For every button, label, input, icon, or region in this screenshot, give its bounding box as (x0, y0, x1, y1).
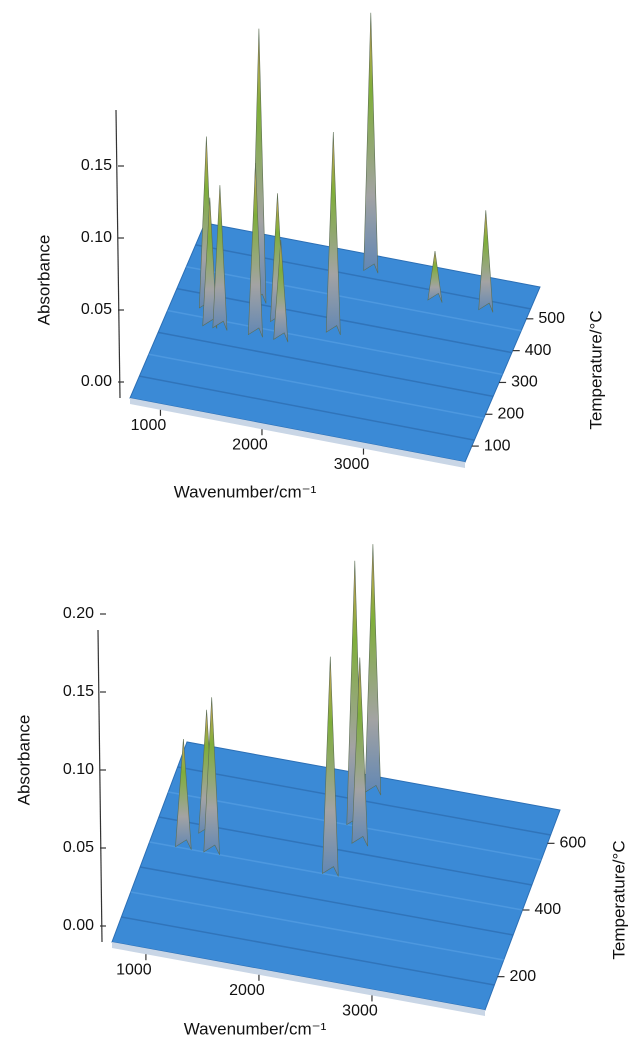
floor-texture (158, 816, 533, 886)
y-tick-label: 400 (525, 342, 552, 359)
x-tick-label: 3000 (342, 1003, 378, 1020)
z-tick-label: 0.00 (63, 917, 94, 934)
z-axis (97, 629, 103, 943)
z-axis (115, 109, 121, 399)
peak (322, 656, 339, 877)
x-axis-title: Wavenumber/cm⁻¹ (184, 1019, 327, 1038)
peak (478, 210, 494, 313)
x-tick-label: 2000 (232, 436, 268, 453)
x-tick-label: 2000 (229, 982, 265, 999)
y-tick-label: 600 (560, 835, 587, 852)
x-axis-title: Wavenumber/cm⁻¹ (174, 482, 317, 501)
floor-texture (148, 353, 484, 419)
floor-texture (139, 375, 475, 441)
z-tick-label: 0.20 (63, 605, 94, 622)
peak (351, 657, 368, 847)
z-axis-title: Absorbance (34, 235, 53, 326)
z-axis-title: Absorbance (14, 715, 33, 806)
peak (427, 250, 443, 303)
y-tick-label: 200 (510, 968, 537, 985)
z-tick-label: 0.15 (63, 683, 94, 700)
peak (212, 185, 228, 331)
y-tick-label: 400 (535, 901, 562, 918)
z-tick-label: 0.15 (81, 157, 112, 174)
floor-texture (139, 866, 514, 936)
y-axis-title: Temperature/°C (609, 840, 628, 959)
y-tick-label: 500 (538, 310, 565, 327)
peak (247, 163, 263, 338)
peak (203, 697, 220, 855)
floor-texture (121, 916, 495, 986)
panel: 0.00 0.05 0.10 0.15 0.20 1000 2000 3000 200 400 60… (14, 544, 628, 1038)
peak (175, 738, 192, 850)
y-axis-title: Temperature/°C (586, 310, 605, 429)
y-tick-label: 100 (484, 437, 511, 454)
x-tick-label: 1000 (116, 961, 152, 978)
z-tick-label: 0.05 (81, 301, 112, 318)
y-tick-label: 200 (497, 405, 524, 422)
x-tick-label: 3000 (334, 456, 370, 473)
z-tick-label: 0.10 (63, 761, 94, 778)
floor-texture (157, 331, 494, 398)
panel: 0.00 0.05 0.10 0.15 1000 2000 3000 100 200 300 400… (34, 12, 605, 501)
z-tick-label: 0.10 (81, 229, 112, 246)
floor-texture (130, 891, 504, 961)
peak (273, 239, 289, 343)
floor-texture (149, 841, 523, 911)
peak (202, 197, 218, 329)
floor-texture (176, 287, 513, 354)
floor-front-edge (130, 398, 465, 468)
peak (363, 12, 379, 274)
x-tick-label: 1000 (131, 417, 167, 434)
peak (364, 544, 382, 796)
floor-front-edge (112, 942, 485, 1016)
z-tick-label: 0.05 (63, 839, 94, 856)
y-tick-label: 300 (511, 374, 538, 391)
z-tick-label: 0.00 (81, 373, 112, 390)
peak (325, 131, 341, 336)
floor-texture (186, 266, 522, 332)
